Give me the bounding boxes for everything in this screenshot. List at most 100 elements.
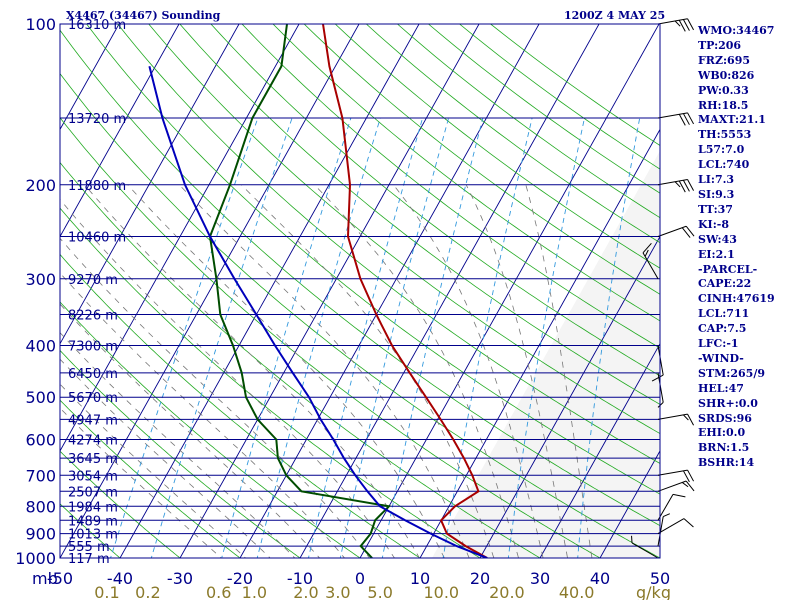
temperature-tick-label: 0	[355, 569, 365, 588]
index-item: EHI:0.0	[698, 426, 746, 440]
wind-barb	[657, 413, 695, 426]
height-label: 117 m	[68, 552, 110, 567]
dry-adiabat-line	[334, 24, 660, 269]
wind-barb-staff	[657, 18, 688, 25]
index-item: SRDS:96	[698, 411, 752, 425]
index-item: LCL:711	[698, 307, 750, 321]
height-label: 8226 m	[68, 309, 118, 324]
pressure-label: 1000	[15, 549, 56, 568]
isotherm-line	[479, 235, 660, 558]
index-item: L57:7.0	[698, 143, 745, 157]
index-item: LFC:-1	[698, 337, 739, 351]
dry-adiabat-line	[60, 399, 241, 558]
height-label: 3645 m	[68, 452, 118, 467]
wind-barb-staff	[631, 542, 659, 559]
plot-frame	[59, 23, 661, 559]
wind-barb-flag	[657, 401, 664, 408]
height-label: 1013 m	[68, 528, 118, 543]
plot-background	[432, 24, 660, 558]
wind-barb-flag	[683, 518, 694, 528]
dry-adiabat-line	[60, 161, 541, 558]
mixing-ratio-line	[110, 117, 259, 558]
moist-adiabat-line	[465, 184, 569, 558]
wind-barb	[631, 535, 659, 559]
height-label: 1984 m	[68, 500, 118, 515]
height-label: 7300 m	[68, 340, 118, 355]
index-item: CINH:47619	[698, 292, 775, 306]
wind-barb-flag	[682, 180, 690, 192]
index-item: LCL:740	[698, 158, 750, 172]
height-label: 2507 m	[68, 485, 118, 500]
wind-barb-staff	[657, 112, 688, 119]
dewpoint-trace	[208, 24, 392, 558]
isotherm-line	[60, 24, 360, 558]
wind-barb	[657, 480, 695, 492]
pressure-label: 700	[25, 466, 56, 485]
isotherm-line	[60, 24, 240, 345]
height-label: 9270 m	[68, 273, 118, 288]
valid-time: 1200Z 4 MAY 25	[564, 9, 666, 22]
wind-barb-flag	[682, 470, 690, 483]
wind-barb-flag	[678, 180, 686, 193]
dry-adiabat-line	[179, 24, 660, 405]
index-item: TT:37	[698, 202, 733, 216]
index-item: MAXT:21.1	[698, 113, 766, 127]
wind-barb-flag	[682, 113, 690, 125]
wind-barb-flag	[642, 243, 652, 254]
dry-adiabat-line	[60, 503, 121, 558]
index-item: FRZ:695	[698, 53, 751, 67]
index-item: HEL:47	[698, 381, 744, 395]
dry-adiabat-line	[365, 24, 660, 244]
moist-adiabat-line	[60, 358, 271, 558]
mixing-ratio-label: 20.0	[489, 583, 525, 600]
isotherm-line	[359, 24, 660, 558]
dry-adiabat-line	[60, 349, 301, 558]
dry-adiabat-line	[60, 29, 660, 527]
wind-barb	[657, 518, 694, 534]
index-item: CAPE:22	[698, 277, 752, 291]
mixing-ratio-label: 1.0	[242, 583, 267, 600]
dry-adiabat-line	[241, 24, 660, 349]
wind-barb-staff	[657, 480, 687, 492]
height-label: 3054 m	[68, 469, 118, 484]
mixing-ratio-label: 2.0	[293, 583, 318, 600]
wind-barb-flag	[644, 249, 649, 257]
wind-barb	[657, 469, 695, 483]
moist-region-shading	[432, 24, 660, 558]
isotherm-line	[0, 12, 6, 569]
temperature-tick-label: -10	[287, 569, 313, 588]
moist-adiabat-line	[60, 303, 321, 558]
wind-barb-staff	[657, 469, 688, 476]
wind-barb-flag	[687, 112, 695, 125]
isotherm-line	[60, 24, 300, 452]
wind-barb-staff	[642, 252, 659, 280]
wind-barb-staff	[657, 345, 664, 376]
temperature-trace	[322, 24, 488, 558]
index-item: PW:0.33	[698, 83, 749, 97]
temperature-tick-label: 50	[650, 569, 670, 588]
mixing-ratio-label: 10.0	[423, 583, 459, 600]
wind-barb-flag	[674, 20, 681, 27]
wind-barb	[657, 493, 686, 521]
parcel-trace	[148, 66, 488, 558]
index-item: LI:7.3	[698, 173, 735, 187]
wind-barb-flag	[651, 374, 664, 382]
index-item: TP:206	[698, 38, 742, 52]
pressure-label: 200	[25, 176, 56, 195]
index-item: TH:5553	[698, 128, 752, 142]
height-label: 4274 m	[68, 434, 118, 449]
index-item: WMO:34467	[698, 24, 775, 37]
mixing-ratio-label: 0.1	[94, 583, 119, 600]
wind-barb-flag	[672, 493, 686, 498]
index-item: SHR+:0.0	[698, 396, 758, 410]
isotherm-line	[60, 24, 120, 131]
wind-barb-staff	[657, 518, 685, 534]
dry-adiabat-line	[303, 24, 660, 295]
dry-adiabat-line	[86, 24, 660, 495]
index-item: BRN:1.5	[698, 441, 750, 455]
wind-barb	[657, 112, 695, 126]
wind-barb-flag	[681, 227, 691, 238]
wind-barb-flag	[678, 114, 686, 126]
